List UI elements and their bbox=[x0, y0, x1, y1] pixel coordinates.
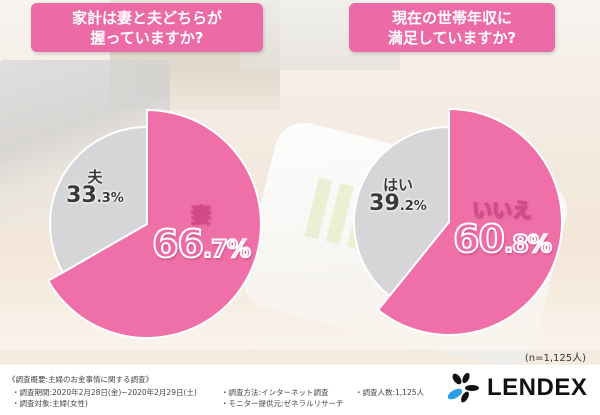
pie-1-slice-1 bbox=[46, 108, 262, 339]
pie-2-slices bbox=[353, 107, 563, 336]
survey-provider: ・モニター提供元:ゼネラルリサーチ bbox=[221, 399, 344, 408]
question-2-line2: 満足していますか? bbox=[387, 28, 517, 47]
question-2-line1: 現在の世帯年収に bbox=[391, 8, 512, 27]
lendex-logo-text: LENDEX bbox=[487, 374, 588, 401]
pie-1-slices bbox=[46, 108, 262, 339]
question-title-2: 現在の世帯年収に 満足していますか? bbox=[349, 3, 555, 52]
sample-size: (n=1,125人) bbox=[524, 353, 586, 364]
pie-2-label-yes: はい 39.2% bbox=[369, 176, 427, 216]
question-1-line2: 握っていますか? bbox=[90, 28, 204, 47]
survey-footer: 《調査概要:主婦のお金事情に関する調査》 ・調査期間:2020年2月28日(金)… bbox=[0, 365, 600, 415]
pie-2-label-no: いいえ 60.8% bbox=[452, 198, 553, 261]
survey-period: ・調査期間:2020年2月28日(金)~2020年2月29日(土) bbox=[12, 388, 197, 397]
pie-1-slice-2 bbox=[49, 125, 148, 274]
question-1-line1: 家計は妻と夫どちらが bbox=[71, 8, 222, 27]
question-title-1: 家計は妻と夫どちらが 握っていますか? bbox=[31, 3, 263, 52]
pie-1-label-husband: 夫 33.3% bbox=[66, 168, 124, 208]
pie-2-slice-2 bbox=[353, 125, 450, 298]
pie-2-slice-1 bbox=[376, 107, 563, 336]
survey-method: ・調査方法:インターネット調査 bbox=[221, 388, 329, 397]
survey-target: ・調査対象:主婦(女性) bbox=[12, 399, 88, 408]
survey-heading: 《調査概要:主婦のお金事情に関する調査》 bbox=[8, 375, 154, 384]
pie-1-label-wife: 妻 66.7% bbox=[151, 203, 252, 266]
lendex-logo-mark-icon bbox=[447, 373, 479, 403]
survey-count: ・調査人数:1,125人 bbox=[355, 388, 424, 397]
lendex-logo: LENDEX bbox=[447, 373, 587, 403]
